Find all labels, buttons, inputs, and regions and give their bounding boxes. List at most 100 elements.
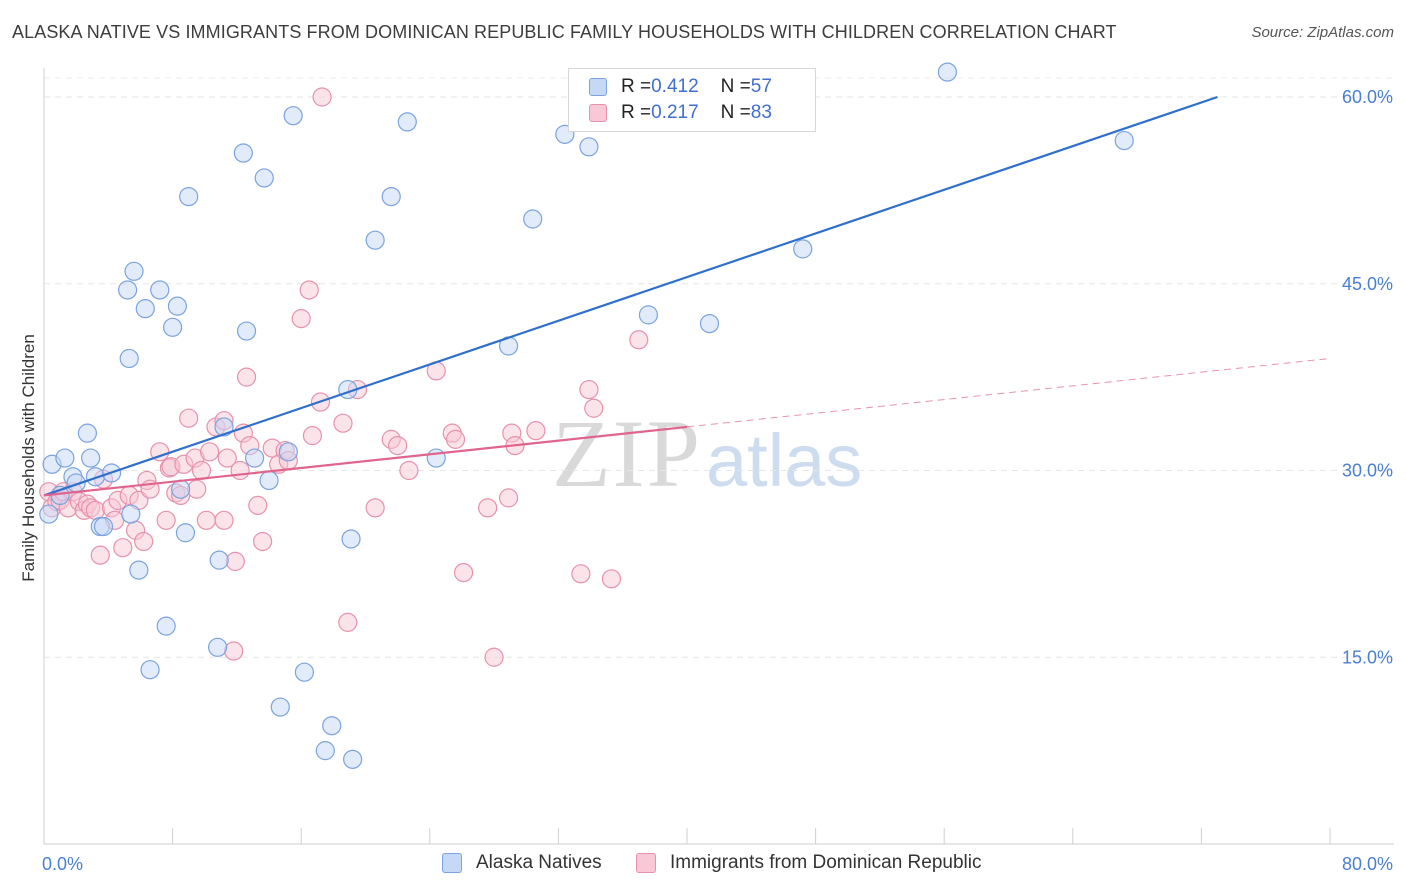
dominican-point — [150, 442, 170, 462]
chart-title: ALASKA NATIVE VS IMMIGRANTS FROM DOMINIC… — [12, 22, 1117, 42]
legend-item-dominican[interactable]: Immigrants from Dominican Republic — [636, 852, 982, 874]
alaska-point — [163, 317, 183, 337]
dominican-point — [248, 495, 268, 515]
alaska-point — [937, 62, 958, 82]
dominican-point — [90, 545, 110, 565]
dominican-point — [253, 531, 273, 552]
trend-line-dominican — [43, 425, 688, 497]
dominican-point — [113, 538, 133, 558]
legend-swatch-alaska — [589, 78, 607, 96]
x-tick-label: 0.0% — [42, 854, 83, 874]
legend-n-label: N = — [720, 102, 751, 123]
alaska-point — [254, 168, 274, 188]
alaska-point — [1114, 130, 1134, 151]
dominican-point — [498, 488, 519, 508]
dominican-point — [571, 564, 591, 584]
alaska-point — [117, 280, 138, 300]
dominican-point — [302, 426, 323, 446]
alaska-point — [119, 348, 139, 369]
alaska-point — [233, 143, 253, 163]
alaska-point — [322, 716, 342, 736]
dominican-point — [579, 379, 599, 400]
alaska-point — [124, 261, 144, 281]
y-tick-label: 30.0% — [1342, 461, 1393, 481]
alaska-point — [793, 239, 813, 259]
dominican-point — [399, 460, 419, 481]
y-tick-label: 15.0% — [1342, 647, 1393, 667]
dominican-point — [224, 641, 244, 661]
legend-r-label: R = — [621, 76, 652, 97]
alaska-point — [140, 660, 160, 680]
y-tick-label: 45.0% — [1342, 274, 1393, 294]
alaska-point — [294, 662, 315, 682]
alaska-point — [397, 112, 417, 132]
alaska-point — [81, 448, 101, 468]
dominican-point — [453, 562, 474, 583]
dominican-point — [338, 612, 358, 632]
dominican-point — [445, 429, 466, 449]
dominican-point — [230, 460, 250, 481]
y-axis-title: Family Households with Children — [19, 334, 38, 582]
dominican-point — [187, 479, 207, 499]
tick-labels: 15.0% 30.0% 45.0% 60.0% 0.0% 80.0% Family Hous… — [19, 87, 1393, 874]
alaska-point — [179, 187, 199, 207]
dominican-point — [179, 408, 199, 428]
alaska-point — [209, 550, 229, 570]
axes — [43, 68, 1394, 845]
legend-n-label: N = — [720, 76, 751, 97]
legend-row-alaska: R = 0.412 N = 57 — [589, 75, 772, 99]
alaska-point — [365, 230, 385, 250]
legend-label-alaska: Alaska Natives — [476, 852, 602, 873]
legend-row-dominican: R = 0.217 N = 83 — [589, 101, 772, 125]
dominican-point — [478, 498, 498, 518]
legend-r-label: R = — [621, 102, 652, 123]
y-tick-label: 60.0% — [1342, 87, 1393, 107]
alaska-point — [638, 305, 659, 325]
alaska-point — [523, 209, 543, 229]
alaska-point — [270, 697, 290, 717]
alaska-point — [426, 448, 446, 468]
legend-swatch-alaska — [442, 853, 462, 873]
dominican-point — [333, 413, 353, 433]
trend-line-alaska — [43, 95, 1218, 497]
legend-r-value-alaska: 0.412 — [651, 76, 699, 97]
alaska-point — [699, 313, 720, 334]
dominican-point — [484, 647, 504, 667]
legend-swatch-dominican — [589, 104, 607, 122]
trend-line-dominican-extension — [686, 357, 1331, 428]
legend-item-alaska[interactable]: Alaska Natives — [442, 852, 602, 874]
dominican-point — [526, 421, 546, 441]
alaska-point — [381, 187, 401, 207]
alaska-point — [171, 479, 191, 499]
alaska-point — [343, 749, 363, 769]
legend-r-value-dominican: 0.217 — [651, 102, 699, 123]
alaska-point — [278, 442, 298, 462]
dominican-point — [196, 510, 216, 530]
alaska-point — [129, 560, 149, 580]
source-label[interactable]: Source: ZipAtlas.com — [1251, 24, 1394, 41]
dominican-point — [214, 510, 234, 530]
alaska-point — [341, 529, 361, 549]
series-dominican-points — [39, 87, 649, 667]
alaska-point — [579, 137, 599, 157]
dominican-point — [217, 448, 237, 468]
dominican-point — [629, 330, 649, 350]
correlation-legend: R = 0.412 N = 57 R = 0.217 N = 83 — [568, 68, 816, 132]
dominican-point — [191, 460, 212, 481]
series-legend: Alaska Natives Immigrants from Dominican… — [0, 852, 1406, 878]
series-alaska-points — [39, 62, 1134, 769]
alaska-point — [93, 516, 114, 537]
alaska-point — [315, 741, 335, 761]
dominican-point — [225, 551, 245, 571]
alaska-point — [77, 423, 98, 443]
legend-n-value-alaska: 57 — [750, 76, 772, 97]
alaska-point — [214, 417, 234, 437]
alaska-point — [55, 448, 75, 468]
dominican-point — [601, 569, 622, 589]
dominican-point — [85, 500, 106, 520]
alaska-point — [39, 504, 59, 524]
alaska-point — [135, 299, 155, 319]
alaska-point — [121, 504, 141, 524]
dominican-point — [291, 309, 311, 329]
